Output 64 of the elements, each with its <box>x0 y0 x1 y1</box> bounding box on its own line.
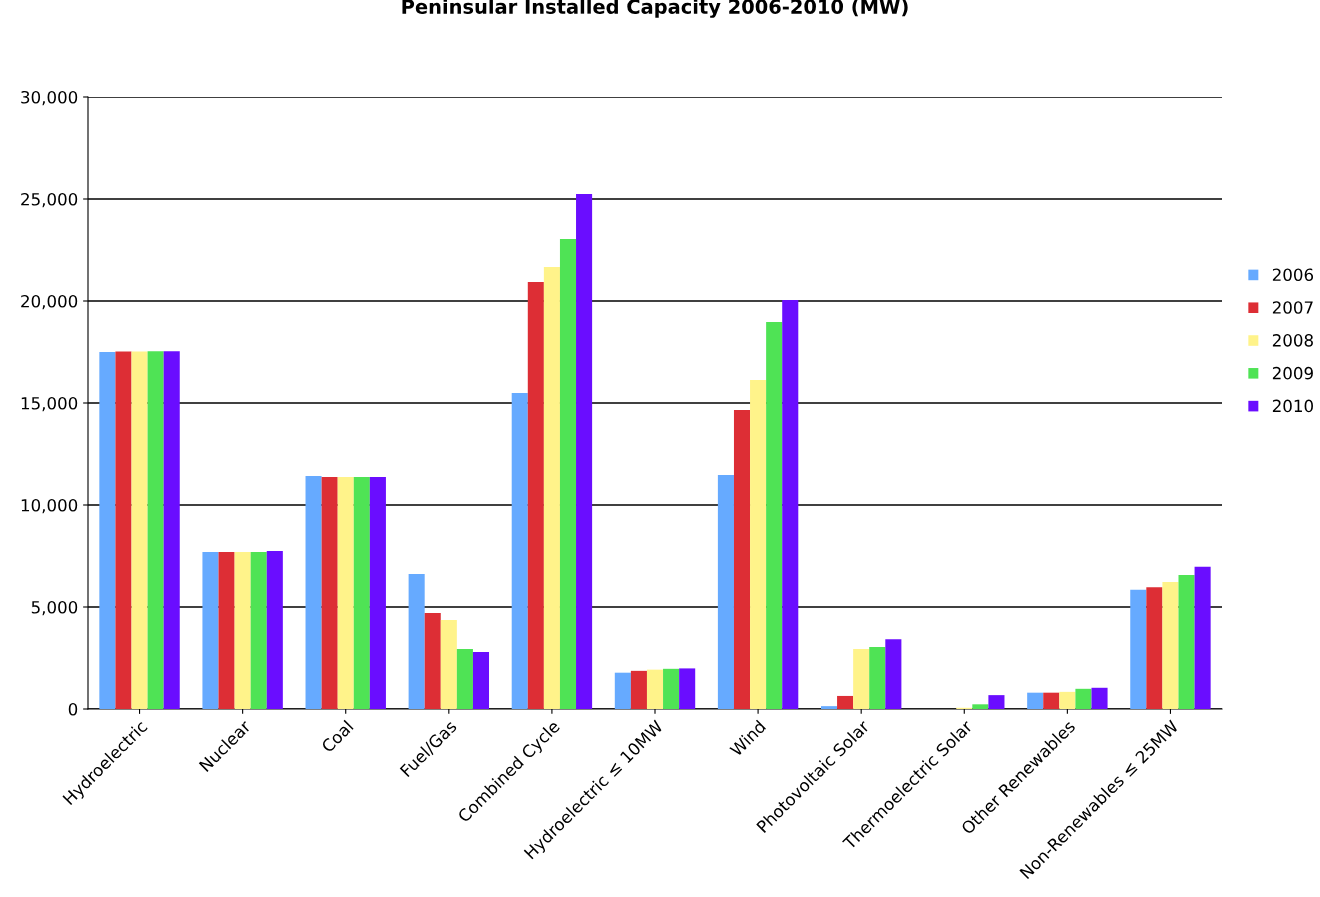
bar <box>630 670 647 709</box>
bar <box>1043 692 1060 709</box>
bar <box>456 649 473 709</box>
legend-label: 2008 <box>1272 334 1313 347</box>
bar <box>733 409 751 709</box>
bar <box>440 620 457 709</box>
bar <box>202 551 219 709</box>
bar <box>1027 692 1044 709</box>
bar <box>250 551 267 709</box>
bar <box>679 668 696 709</box>
bar <box>766 322 783 709</box>
bar <box>218 551 235 709</box>
y-tick-label: 0 <box>68 702 78 716</box>
bar <box>147 351 164 709</box>
bar <box>1091 687 1108 709</box>
bar <box>646 669 664 709</box>
bar <box>853 649 870 709</box>
legend-label: 2006 <box>1272 268 1314 282</box>
bar <box>885 639 902 709</box>
bar <box>543 266 560 709</box>
bar <box>1075 688 1092 709</box>
y-tick-label: 5,000 <box>31 600 78 616</box>
bar <box>820 706 838 709</box>
bar <box>576 194 593 709</box>
legend-label: 2009 <box>1272 366 1313 380</box>
bar <box>321 477 338 709</box>
y-tick-label: 25,000 <box>21 192 78 208</box>
bar <box>988 695 1005 709</box>
bar <box>1130 589 1147 709</box>
legend-label: 2010 <box>1272 399 1313 413</box>
bar <box>369 477 386 709</box>
bar <box>305 476 322 709</box>
bar <box>1194 566 1211 709</box>
y-tick-label: 15,000 <box>21 396 78 412</box>
bar <box>163 351 180 709</box>
bar <box>511 393 528 709</box>
bar <box>115 351 132 709</box>
bar <box>472 651 490 709</box>
bar <box>717 475 734 709</box>
bar <box>424 613 441 709</box>
y-tick-label: 30,000 <box>21 90 78 106</box>
bar <box>559 238 577 709</box>
bar <box>750 379 767 709</box>
bar <box>837 695 854 709</box>
bar <box>1146 587 1163 709</box>
bar <box>1178 574 1195 709</box>
y-tick-label: 10,000 <box>21 498 78 514</box>
bar <box>1162 581 1179 709</box>
bar <box>663 668 680 709</box>
bar <box>266 550 283 709</box>
bar <box>337 477 354 709</box>
bar <box>99 352 116 709</box>
bar <box>234 551 251 709</box>
bar <box>972 704 989 709</box>
bar <box>527 282 544 709</box>
bar <box>614 672 631 709</box>
bar <box>131 351 148 709</box>
legend-label: 2007 <box>1272 301 1313 314</box>
bar <box>1059 691 1076 709</box>
bar <box>782 299 799 709</box>
bar <box>408 573 425 709</box>
bar <box>869 646 886 709</box>
y-tick-label: 20,000 <box>21 294 78 310</box>
bar <box>353 477 370 709</box>
